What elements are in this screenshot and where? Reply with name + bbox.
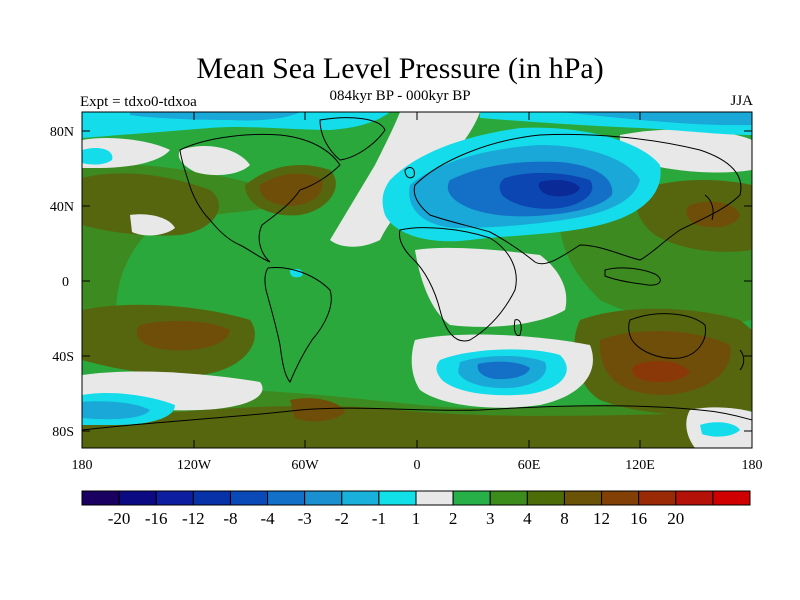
coastline-greenland [319, 117, 386, 161]
colorbar-label: 20 [667, 509, 684, 528]
colorbar-label: 3 [486, 509, 495, 528]
colorbar-swatch [452, 490, 491, 506]
colorbar-label: -20 [108, 509, 131, 528]
colorbar-swatch [675, 490, 714, 506]
lat-label: 40N [50, 200, 74, 215]
colorbar-label: 4 [523, 509, 532, 528]
colorbar-swatch [378, 490, 417, 506]
field-cyan [700, 422, 740, 437]
colorbar [81, 490, 751, 506]
field-light-blue [560, 112, 752, 126]
colorbar-swatch [341, 490, 380, 506]
field-mid-blue [477, 361, 530, 380]
field-light-blue [82, 401, 150, 420]
coastlines [82, 117, 752, 431]
colorbar-label: 1 [412, 509, 421, 528]
colorbar-label: -4 [260, 509, 275, 528]
colorbar-swatch [118, 490, 157, 506]
field-cyan [289, 268, 303, 278]
lat-label: 80N [50, 125, 74, 140]
colorbar-swatch [526, 490, 565, 506]
map-title: Mean Sea Level Pressure (in hPa) [196, 52, 604, 85]
field-neutral [130, 214, 175, 236]
lat-label: 80S [52, 425, 74, 440]
field-deep-blue [538, 180, 580, 197]
coastline-japan [704, 194, 714, 221]
coastline-north-america [179, 133, 341, 263]
field-cyan [82, 148, 113, 165]
coastline-australia [628, 313, 707, 359]
colorbar-swatch [563, 490, 603, 506]
field-neutral [178, 145, 250, 176]
colorbar-label: -16 [145, 509, 168, 528]
colorbar-label: 12 [593, 509, 610, 528]
season-label: JJA [730, 93, 753, 109]
field-brown [259, 173, 323, 206]
coastline-madagascar [513, 319, 522, 337]
field-deep-brown [632, 360, 690, 382]
colorbar-label: -2 [335, 509, 349, 528]
lon-label: 120W [177, 458, 212, 473]
field-brown [290, 398, 345, 422]
experiment-label: Expt = tdxo0-tdxoa [80, 94, 197, 110]
colorbar-label: 16 [630, 509, 647, 528]
lat-label: 40S [52, 350, 74, 365]
lon-label: 120E [625, 458, 655, 473]
coastline-eurasia [413, 133, 742, 265]
colorbar-swatch [638, 490, 677, 506]
lat-label: 0 [62, 275, 69, 290]
lon-label: 60W [291, 458, 319, 473]
colorbar-swatch [712, 490, 751, 506]
colorbar-label: -1 [372, 509, 386, 528]
colorbar-label: -3 [298, 509, 312, 528]
lon-label: 180 [72, 458, 93, 473]
colorbar-label: -8 [223, 509, 237, 528]
colorbar-label: 8 [560, 509, 569, 528]
colorbar-label: 2 [449, 509, 458, 528]
field-brown [136, 320, 230, 351]
colorbar-swatch [192, 490, 231, 506]
field-dark-olive [82, 173, 219, 236]
coastline-antarctica [82, 405, 752, 431]
colorbar-swatch [489, 490, 528, 506]
lat-ticks [82, 130, 752, 432]
coastline-new-zealand [739, 349, 745, 371]
coastline-uk [404, 167, 415, 179]
coastline-indonesia [604, 267, 661, 286]
colorbar-label: -12 [182, 509, 205, 528]
coastline-south-america [264, 266, 332, 383]
field-neutral [415, 247, 567, 327]
colorbar-swatch [229, 490, 269, 506]
map-subtitle: 084kyr BP - 000kyr BP [329, 88, 471, 104]
colorbar-labels: -20 -16 -12 -8 -4 -3 -2 -1 1 2 3 4 8 12 16 20 [108, 509, 685, 528]
colorbar-swatch [415, 490, 454, 506]
colorbar-swatch [267, 490, 306, 506]
lon-label: 60E [518, 458, 541, 473]
colorbar-swatch [304, 490, 343, 506]
field-cyan [82, 112, 390, 138]
colorbar-swatch [155, 490, 194, 506]
coastline-africa [399, 227, 517, 342]
field-dark-olive [82, 405, 752, 448]
pressure-field [82, 112, 752, 448]
lon-ticks [81, 112, 753, 448]
lon-label: 0 [414, 458, 421, 473]
colorbar-swatch [601, 490, 640, 506]
field-light-blue [130, 112, 300, 121]
lon-label: 180 [742, 458, 763, 473]
colorbar-swatch [81, 490, 120, 506]
